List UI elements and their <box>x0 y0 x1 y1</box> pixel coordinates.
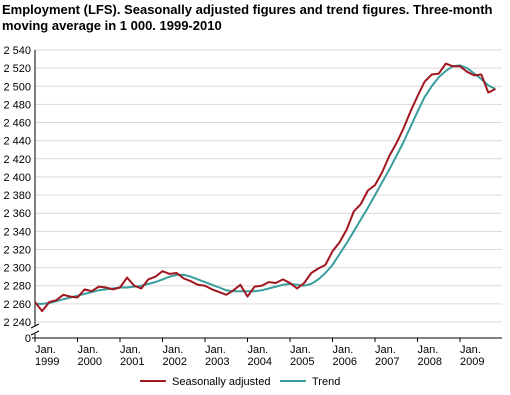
y-tick-label: 2 280 <box>3 281 31 293</box>
y-tick-label: 2 260 <box>3 299 31 311</box>
series-line <box>34 62 496 313</box>
x-tick-label: Jan. 2001 <box>120 344 144 368</box>
x-tick-label: Jan. 2009 <box>460 344 484 368</box>
x-tick-label: Jan. 1999 <box>35 344 59 368</box>
y-tick-label: 2 420 <box>3 154 31 166</box>
x-tick-label: Jan. 2002 <box>163 344 187 368</box>
y-tick-label: 2 480 <box>3 99 31 111</box>
chart-title: Employment (LFS). Seasonally adjusted fi… <box>2 2 493 33</box>
series-line <box>35 64 496 305</box>
x-tick-label: Jan. 2004 <box>248 344 272 368</box>
y-tick-label: 2 240 <box>3 317 31 329</box>
x-tick-label: Jan. 2007 <box>375 344 399 368</box>
x-tick-label: Jan. 2000 <box>78 344 102 368</box>
y-tick-label: 0 <box>25 333 31 345</box>
y-tick-label: 2 380 <box>3 190 31 202</box>
x-tick-label: Jan. 2003 <box>205 344 229 368</box>
y-tick-label: 2 400 <box>3 172 31 184</box>
axis-break <box>30 323 40 336</box>
y-tick-label: 2 320 <box>3 244 31 256</box>
y-tick-label: 2 360 <box>3 208 31 220</box>
x-tick-label: Jan. 2006 <box>333 344 357 368</box>
y-tick-label: 2 340 <box>3 226 31 238</box>
y-tick-label: 2 520 <box>3 63 31 75</box>
x-tick-label: Jan. 2005 <box>290 344 314 368</box>
y-tick-label: 2 460 <box>3 118 31 130</box>
x-tick-label: Jan. 2008 <box>418 344 442 368</box>
y-tick-label: 2 300 <box>3 263 31 275</box>
y-tick-label: 2 500 <box>3 81 31 93</box>
y-tick-label: 2 540 <box>3 45 31 57</box>
legend-label: Trend <box>312 376 340 388</box>
legend-label: Seasonally adjusted <box>172 376 270 388</box>
y-tick-label: 2 440 <box>3 136 31 148</box>
